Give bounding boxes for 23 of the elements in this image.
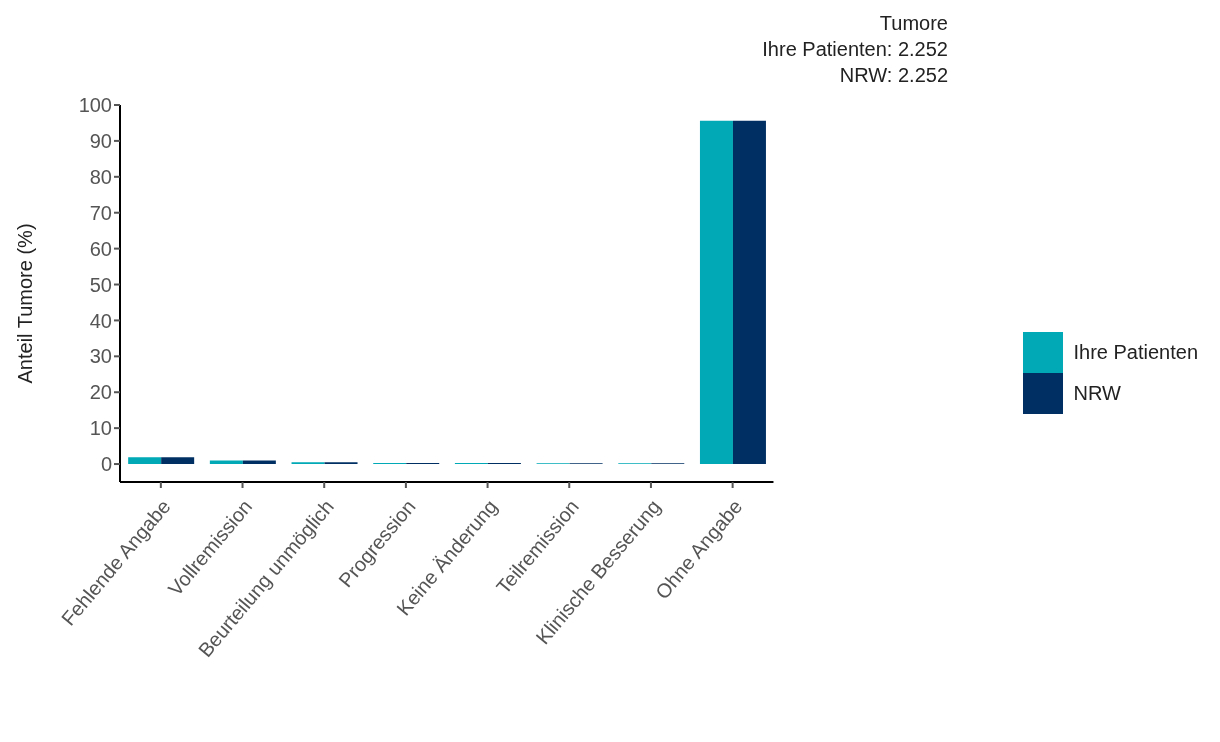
y-tick-label: 0 — [100, 453, 112, 476]
y-tick-label: 70 — [89, 201, 112, 224]
legend-label: NRW — [1073, 382, 1121, 405]
y-tick-label: 10 — [89, 417, 112, 440]
y-tick-label: 20 — [89, 381, 112, 404]
bar — [699, 120, 733, 465]
y-tick-label: 90 — [89, 130, 112, 152]
text: Tumore — [878, 11, 948, 36]
bar — [161, 457, 195, 465]
y-tick-label: 30 — [89, 345, 112, 368]
bar — [209, 460, 243, 465]
y-tick-label: 50 — [89, 273, 112, 296]
y-tick-label: 100 — [78, 94, 112, 117]
y-tick-label: 60 — [89, 237, 112, 260]
y-tick-label: 80 — [89, 165, 112, 188]
legend-label: Ihre Patienten — [1073, 341, 1198, 364]
text: NRW: 2.252 — [838, 63, 948, 88]
bar — [242, 460, 276, 465]
bar — [732, 120, 766, 465]
bar — [128, 457, 162, 465]
y-axis-title: Anteil Tumore (%) — [14, 223, 37, 384]
y-tick-label: 40 — [89, 309, 112, 332]
text: Ihre Patienten: 2.252 — [762, 37, 948, 62]
